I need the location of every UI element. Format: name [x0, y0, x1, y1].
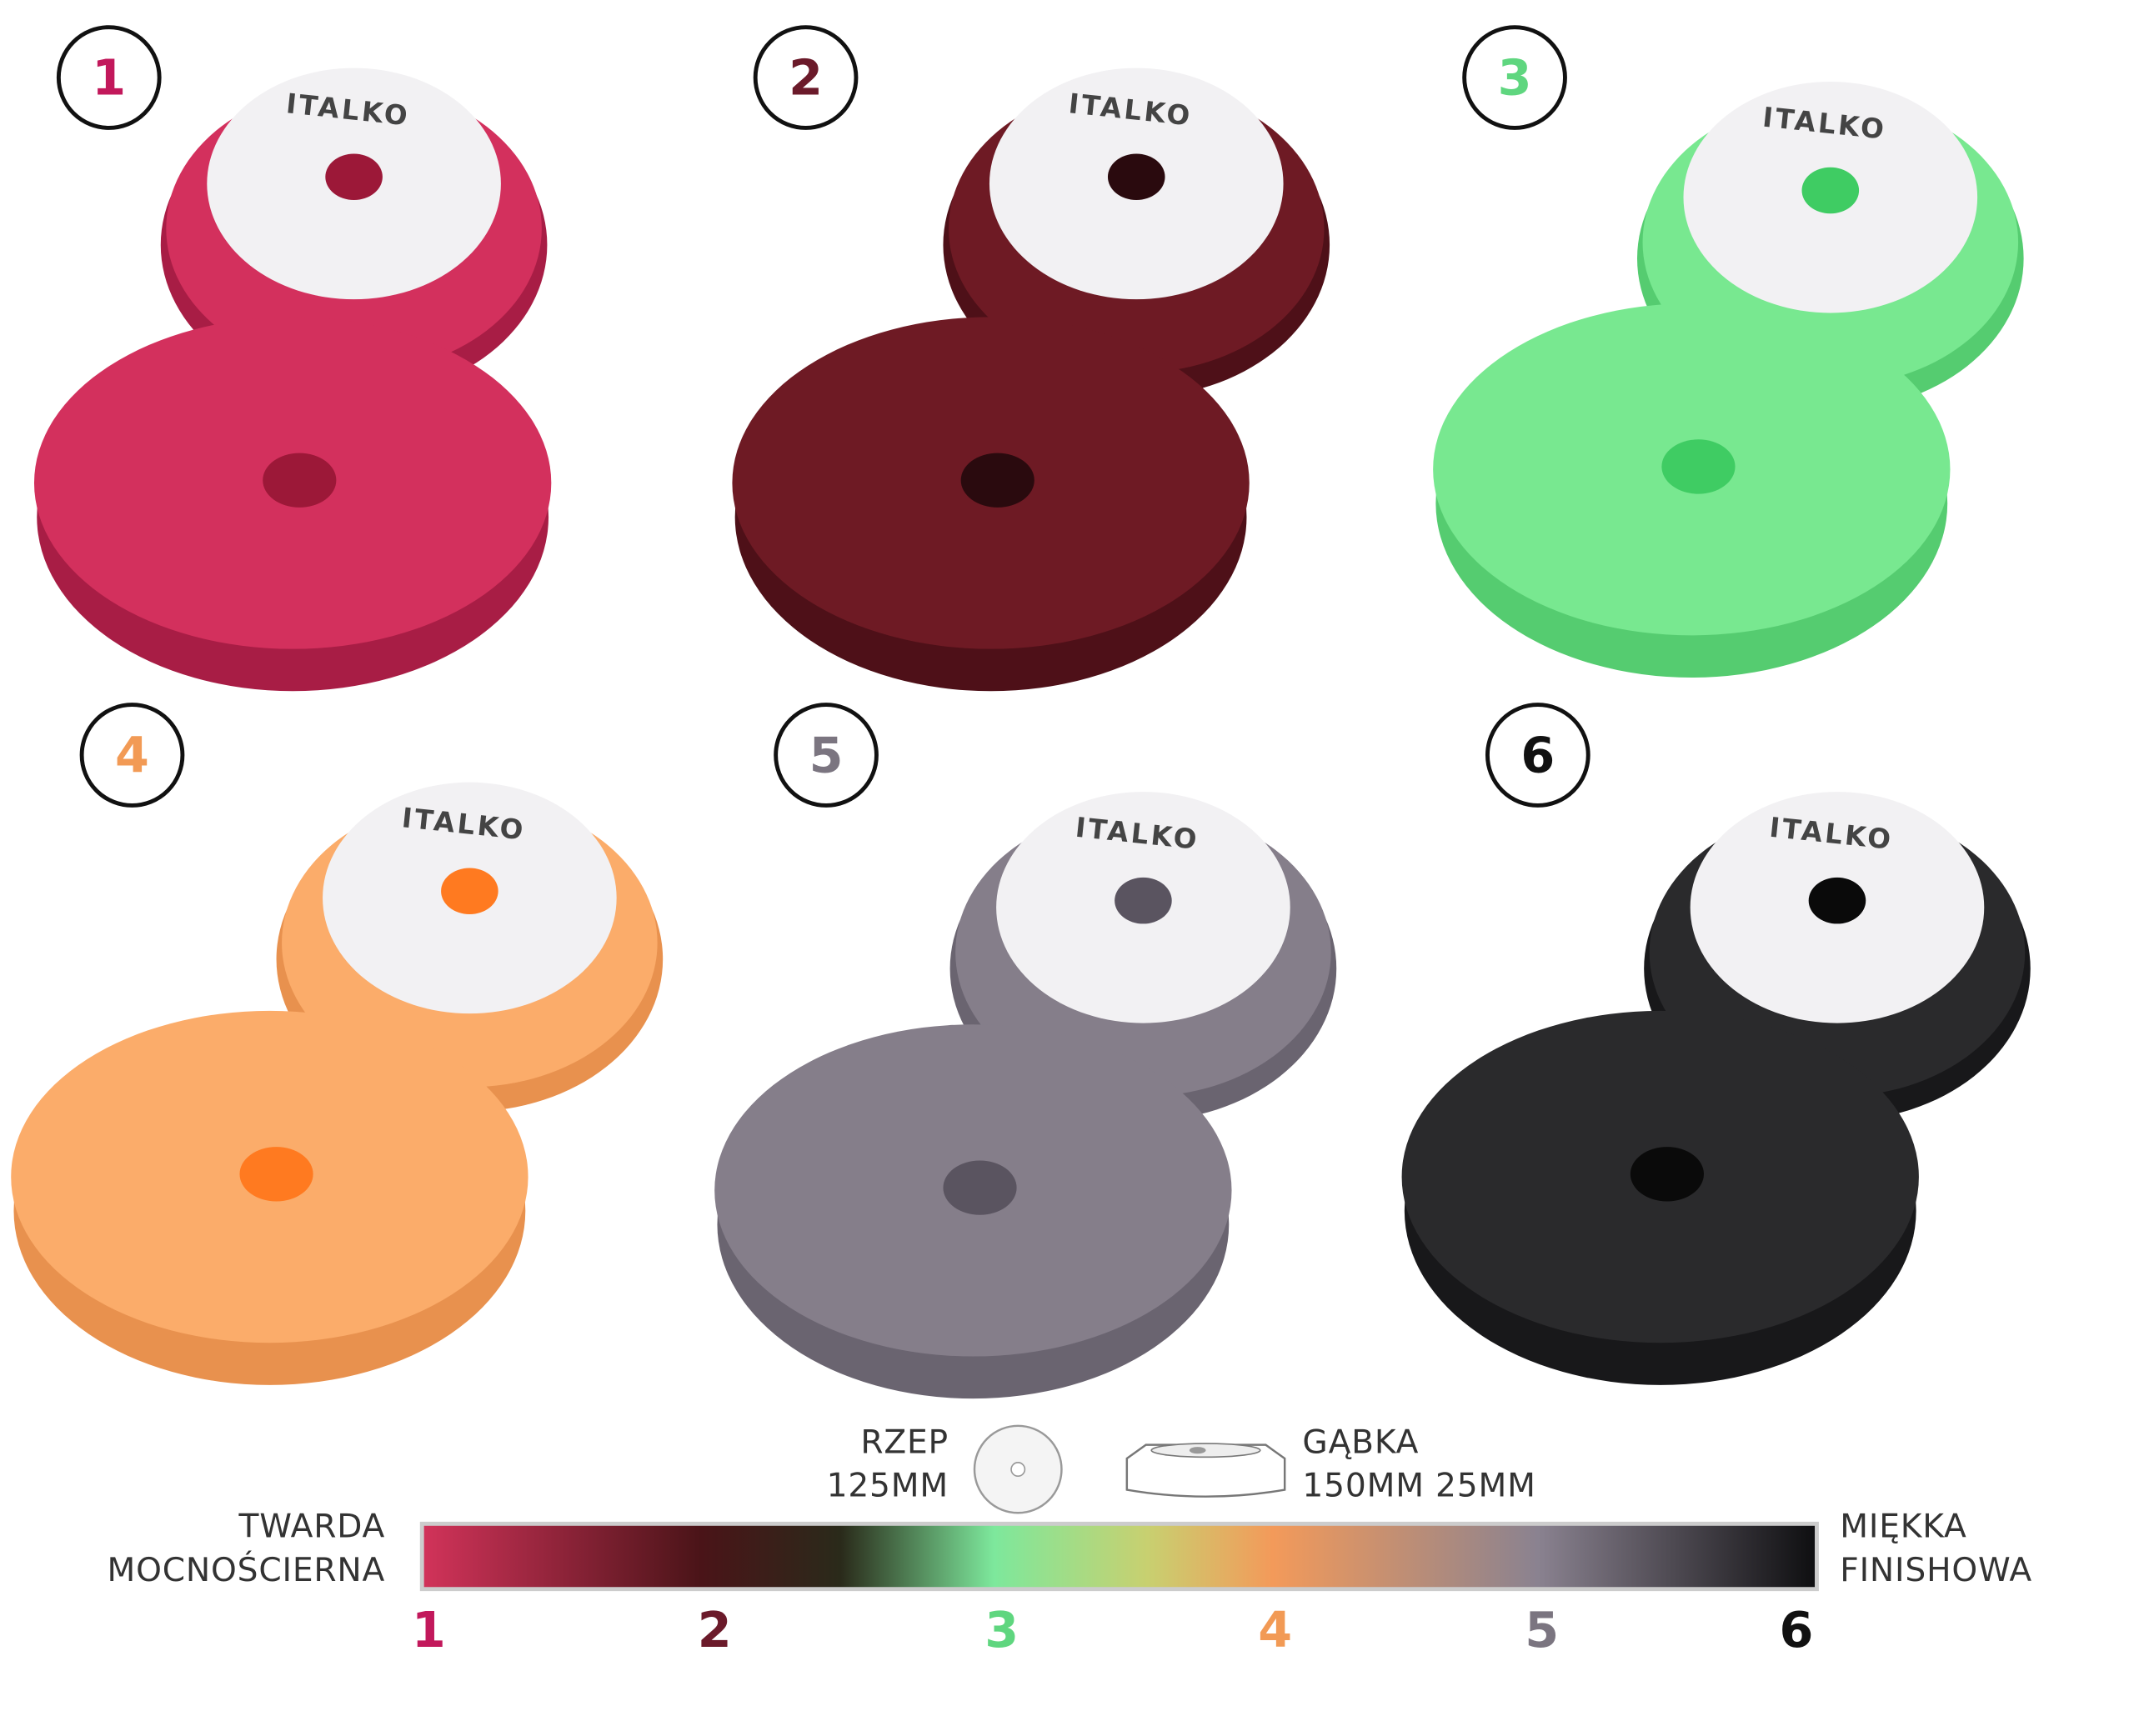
pad-number: 2: [789, 49, 823, 107]
sponge-icon: [1125, 1443, 1286, 1498]
scale-number: 2: [698, 1601, 732, 1658]
velcro-hole: [1010, 1462, 1026, 1478]
velcro-label: RZEP: [860, 1423, 949, 1461]
hard-label: MOCNOŚCIERNA: [108, 1550, 386, 1589]
sponge-label: GĄBKA: [1302, 1423, 1419, 1461]
pad-back-hole: [1107, 153, 1165, 200]
number-badge: [56, 25, 162, 130]
pad-back-hole: [1115, 877, 1172, 924]
pad-number: 5: [809, 727, 844, 784]
scale-number: 5: [1525, 1601, 1559, 1658]
pad-front-hole: [943, 1160, 1017, 1215]
pad-front-hole: [1630, 1147, 1704, 1202]
legend: RZEP 125MM GĄBKA 150MM 25MM TWARDA MOCNO…: [108, 1423, 2032, 1658]
number-badge: [79, 703, 185, 808]
scale-number: 3: [984, 1601, 1019, 1658]
scale-number: 6: [1780, 1601, 1814, 1658]
hardness-bar: [419, 1521, 1819, 1592]
pad-front-hole: [1661, 439, 1736, 494]
pad-number: 6: [1520, 727, 1555, 784]
pad-back-hole: [441, 868, 498, 915]
soft-label: MIĘKKA: [1840, 1508, 1966, 1546]
pad-back-hole: [1801, 167, 1860, 214]
soft-label: FINISHOWA: [1840, 1552, 2032, 1589]
sponge-hole: [1189, 1447, 1206, 1454]
pad-number: 4: [115, 727, 149, 784]
scale-number: 1: [412, 1601, 446, 1658]
number-badge: [774, 703, 879, 808]
pad-front-hole: [263, 453, 337, 508]
scale-number: 4: [1258, 1601, 1292, 1658]
hard-label: TWARDA: [238, 1508, 386, 1546]
pad-back-hole: [325, 153, 383, 200]
velcro-size: 125MM: [827, 1468, 949, 1505]
pad-number: 1: [92, 49, 126, 107]
pad-back-hole: [1808, 877, 1866, 924]
sponge-size: 150MM 25MM: [1302, 1468, 1535, 1505]
pads: 1ITALKO2ITALKO3ITALKO4ITALKO5ITALKO6ITAL…: [11, 25, 2031, 1399]
pad-front-hole: [960, 453, 1034, 508]
number-badge: [753, 25, 859, 130]
number-badge: [1462, 25, 1567, 130]
pad-number: 3: [1498, 49, 1532, 107]
pad-front-hole: [239, 1147, 313, 1202]
number-badge: [1485, 703, 1590, 808]
